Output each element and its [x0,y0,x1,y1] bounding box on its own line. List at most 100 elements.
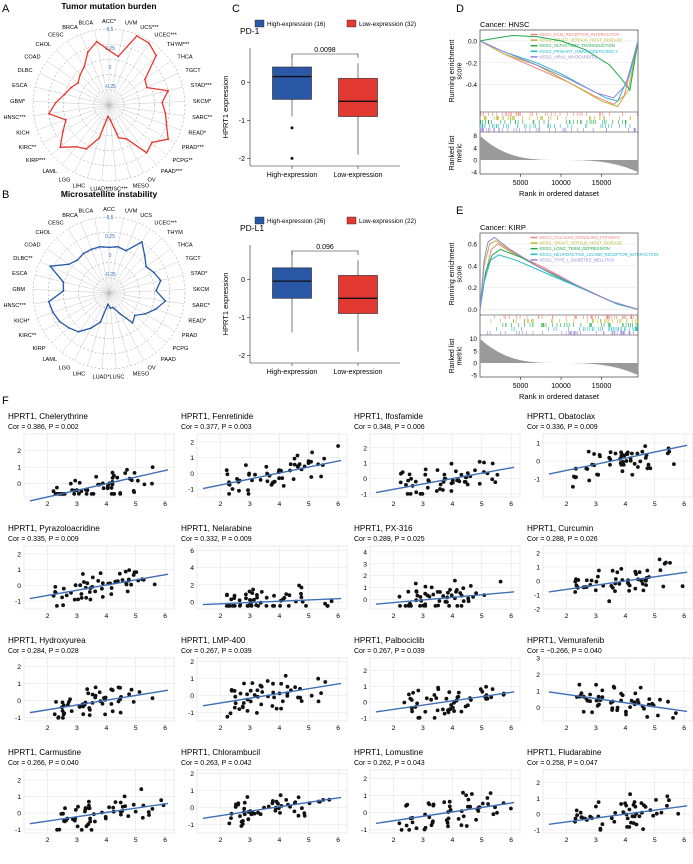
scatter-point [588,692,592,697]
scatter-trend-line [548,571,688,593]
scatter-point [474,591,478,596]
scatter-stat: Cor = 0.266, P = 0.040 [8,760,79,767]
radar-category-label: LIHC [73,372,86,378]
scatter-point [76,804,80,809]
scatter-point [615,570,620,575]
scatter-point [304,604,308,608]
radar-spoke [108,104,167,155]
scatter-point [59,812,64,816]
scatter-point [265,471,269,476]
scatter-point [680,584,685,589]
scatter-point [482,460,486,465]
scatter-x-tick-label: 5 [134,725,138,732]
scatter-x-tick-label: 5 [653,837,657,844]
scatter-trend-line [29,802,169,825]
scatter-point [255,595,259,600]
radar-category-label: PRAD [182,333,198,339]
radar-category-label: STAD* [191,271,209,277]
scatter-point [264,604,269,608]
scatter-x-tick-label: 3 [594,837,598,844]
scatter-title: HPRT1, Chelerythrine [8,412,88,421]
scatter-point [449,489,454,493]
radar-category-label: LUAD* [92,375,110,381]
scatter-x-tick-label: 4 [623,613,627,620]
scatter-x-tick-label: 6 [509,613,513,620]
scatter-y-tick-label: 0 [190,693,194,700]
scatter-frame [542,769,693,834]
scatter-point [86,691,91,696]
scatter-point [88,816,92,821]
scatter-x-tick-label: 5 [307,501,311,508]
scatter-plot: HPRT1, Chelerythrine Cor = 0.386, P = 0.0… [8,412,175,508]
scatter-y-tick-label: 1 [536,689,540,696]
radar-point [63,93,66,96]
scatter-point [424,696,429,701]
scatter-point [122,794,127,799]
scatter-point [607,455,612,460]
panel-e-kirp-gsea: Cancer: KIRP 0.6 0.4 0.2 0.0 KEGG_CALCIUM_SIG… [449,223,658,401]
radar-point [117,136,120,139]
scatter-point [150,696,155,701]
scatter-point [459,823,464,828]
scatter-point [285,684,290,689]
radar-spoke [87,104,110,178]
scatter-point [248,688,253,693]
scatter-x-tick-label: 4 [277,725,281,732]
scatter-frame [542,433,693,498]
scatter-point [72,492,77,496]
scatter-point [447,604,451,608]
radar-point [90,248,93,251]
scatter-point [77,480,82,485]
scatter-stat: Cor = 0.336, P = 0.009 [527,424,598,431]
scatter-point [152,582,157,587]
scatter-point [624,459,629,463]
x-tick-label: High-expression [267,369,318,376]
radar-ring [93,89,125,121]
radar-spoke [43,104,110,144]
scatter-point [668,561,672,565]
scatter-point [459,472,464,477]
scatter-point [608,462,612,467]
scatter-point [124,582,129,587]
scatter-y-tick-label: 2 [190,659,194,666]
scatter-point [225,472,230,477]
scatter-point [638,459,643,464]
scatter-point [667,449,672,454]
scatter-y-tick-label: 3 [536,656,540,663]
scatter-point [607,599,612,604]
scatter-point [232,705,237,710]
scatter-point [431,802,436,807]
scatter-point [296,795,301,800]
scatter-point [624,709,628,714]
scatter-x-tick-label: 2 [219,501,223,508]
radar-spoke [61,292,110,353]
scatter-point [594,698,599,703]
scatter-point [292,809,297,814]
scatter-point [456,478,461,483]
scatter-point [596,472,601,477]
scatter-point [438,482,443,487]
boxplot-title: PD-1 [240,26,260,36]
scatter-y-tick-label: 6 [190,548,194,555]
scatter-x-tick-label: 4 [450,613,454,620]
scatter-point [465,482,470,487]
scatter-point [468,584,473,588]
scatter-point [129,582,134,587]
radar-spoke [108,292,145,361]
scatter-y-tick-label: -1 [15,827,21,834]
scatter-point [292,462,297,467]
scatter-point [639,578,644,583]
scatter-point [466,596,471,601]
scatter-point [299,699,304,703]
scatter-point [236,802,241,807]
scatter-point [134,570,139,574]
scatter-point [612,685,617,690]
scatter-x-tick-label: 6 [682,725,686,732]
scatter-point [642,706,646,711]
scatter-point [150,481,154,486]
scatter-point [265,679,270,683]
radar-spoke [108,289,185,294]
scatter-point [120,578,125,582]
radar-point [154,308,157,311]
scatter-point [281,484,286,488]
